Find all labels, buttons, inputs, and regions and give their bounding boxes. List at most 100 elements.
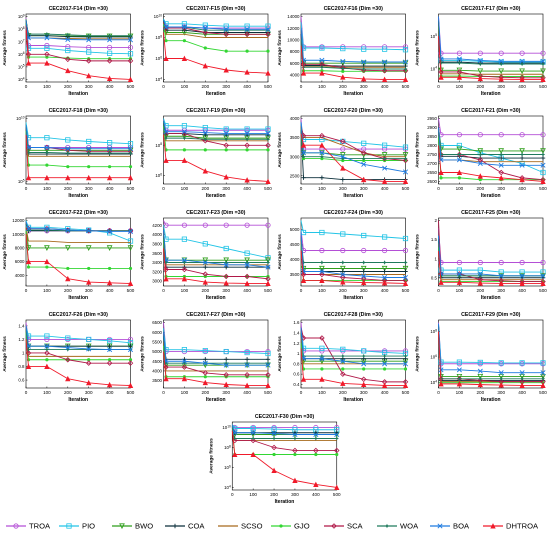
data-point xyxy=(271,431,277,437)
legend-label: TROA xyxy=(29,522,51,531)
series-scso xyxy=(25,127,131,157)
data-point xyxy=(313,447,319,454)
data-point xyxy=(361,156,366,161)
data-point xyxy=(340,260,345,265)
y-tick-label: 5500 xyxy=(152,339,162,344)
y-tick-label: 3500 xyxy=(290,272,300,277)
series-boa xyxy=(163,19,271,32)
data-point xyxy=(127,44,134,51)
data-point xyxy=(540,273,546,279)
data-point xyxy=(340,269,345,274)
x-tick-label: 300 xyxy=(222,84,230,89)
data-point xyxy=(163,135,169,141)
data-point xyxy=(478,273,483,279)
legend-item-gjo: GJO xyxy=(271,522,310,531)
series-pio xyxy=(25,122,134,147)
data-point xyxy=(477,259,483,266)
data-point xyxy=(244,357,250,362)
data-point xyxy=(266,148,270,152)
x-axis-label: Iteration xyxy=(343,91,363,97)
series-line xyxy=(25,25,131,62)
data-point xyxy=(65,356,71,363)
y-tick-label: 106 xyxy=(155,55,162,61)
data-point xyxy=(519,273,525,279)
data-point xyxy=(86,336,92,343)
data-point xyxy=(477,132,483,138)
y-tick-label: 105 xyxy=(18,178,25,184)
y-axis-label: Average fitness xyxy=(277,336,283,372)
x-tick-label: 400 xyxy=(518,390,526,395)
series-boa xyxy=(300,28,409,65)
chart-panel: CEC2017-F28 (Dim =30) 0 100 200 300 400 500 Ite… xyxy=(277,312,410,403)
data-point xyxy=(478,178,482,182)
data-point xyxy=(360,265,367,272)
data-point xyxy=(519,76,525,82)
series-pio xyxy=(163,118,271,132)
x-tick-label: 200 xyxy=(64,288,72,293)
data-point xyxy=(477,157,484,163)
data-point xyxy=(540,50,546,56)
data-point xyxy=(265,178,271,184)
data-point xyxy=(223,362,229,368)
x-tick-label: 100 xyxy=(318,186,326,191)
chart-panel: CEC2017-F16 (Dim =30) 0 100 200 300 400 500 Ite… xyxy=(277,6,410,97)
data-point xyxy=(181,358,187,364)
data-point xyxy=(381,67,388,74)
x-tick-label: 0 xyxy=(437,288,440,293)
chart-panel: CEC2017-F14 (Dim =30) 0 100 200 300 400 500 Ite… xyxy=(2,6,135,97)
data-point xyxy=(498,373,505,380)
data-point xyxy=(519,360,525,366)
x-tick-label: 400 xyxy=(106,288,114,293)
data-point xyxy=(181,55,188,61)
x-tick-label: 400 xyxy=(381,186,389,191)
data-point xyxy=(223,257,230,264)
x-tick-label: 200 xyxy=(476,84,484,89)
data-point xyxy=(107,37,113,43)
data-point xyxy=(107,33,112,38)
x-axis-label: Iteration xyxy=(206,295,226,301)
y-tick-label: 2750 xyxy=(427,152,437,157)
data-point xyxy=(402,76,409,82)
data-point xyxy=(402,144,409,150)
data-point xyxy=(319,57,325,63)
series-troa xyxy=(438,118,546,138)
data-point xyxy=(361,269,366,274)
chart-panel: CEC2017-F20 (Dim =30) 0 100 200 300 400 500 Ite… xyxy=(277,108,410,199)
data-point xyxy=(382,156,387,161)
x-tick-label: 0 xyxy=(437,84,440,89)
data-point xyxy=(477,57,483,63)
data-point xyxy=(265,382,271,388)
data-point xyxy=(456,169,463,175)
data-point xyxy=(44,245,50,251)
data-point xyxy=(313,431,319,438)
data-point xyxy=(223,174,229,180)
x-tick-label: 200 xyxy=(339,186,347,191)
y-tick-label: 106 xyxy=(430,354,437,360)
data-point xyxy=(65,144,71,151)
data-point xyxy=(456,267,463,273)
data-point xyxy=(127,382,134,388)
data-point xyxy=(300,142,307,148)
x-tick-label: 200 xyxy=(476,186,484,191)
plot-frame xyxy=(438,319,544,389)
chart-title: CEC2017-F15 (Dim =30) xyxy=(186,6,246,12)
data-point xyxy=(438,74,444,80)
data-point xyxy=(65,67,71,74)
legend-item-pio: PIO xyxy=(59,522,95,531)
data-point xyxy=(456,367,462,373)
series-dhtroa xyxy=(438,331,546,388)
data-point xyxy=(300,277,307,283)
legend-marker xyxy=(13,523,19,529)
data-point xyxy=(271,436,277,441)
x-axis-label: Iteration xyxy=(68,193,88,199)
data-point xyxy=(333,447,340,454)
x-tick-label: 100 xyxy=(318,288,326,293)
data-point xyxy=(382,361,388,367)
data-point xyxy=(361,46,367,52)
data-point xyxy=(127,174,134,181)
x-tick-label: 500 xyxy=(264,390,272,395)
data-point xyxy=(438,271,444,277)
y-tick-label: 1 xyxy=(297,351,300,356)
y-tick-label: 105 xyxy=(430,33,437,39)
